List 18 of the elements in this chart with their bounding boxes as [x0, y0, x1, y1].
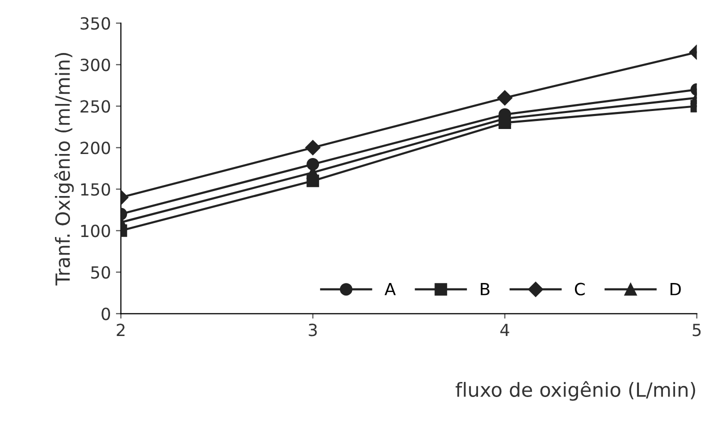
y-tick-label: 150	[81, 183, 110, 196]
legend-label: C	[574, 282, 585, 296]
x-tick-label: 4	[500, 324, 510, 336]
x-tick-label: 3	[308, 324, 317, 336]
y-tick-label: 200	[80, 142, 110, 154]
y-tick-label: 250	[80, 100, 110, 113]
x-tick-label: 2	[116, 324, 125, 336]
y-axis-title: Tranf. Oxigênio (ml/min)	[54, 53, 74, 286]
legend-label: D	[670, 283, 681, 296]
x-tick-label: 5	[692, 324, 701, 336]
y-tick-label: 300	[80, 58, 110, 72]
y-tick-label: 50	[91, 266, 110, 279]
legend-label: A	[384, 283, 396, 296]
y-tick-label: 0	[102, 308, 110, 320]
x-axis-title: fluxo de oxigênio (L/min)	[456, 381, 696, 401]
legend-label: B	[480, 283, 490, 296]
y-tick-label: 100	[81, 224, 110, 238]
y-tick-label: 350	[80, 17, 110, 30]
